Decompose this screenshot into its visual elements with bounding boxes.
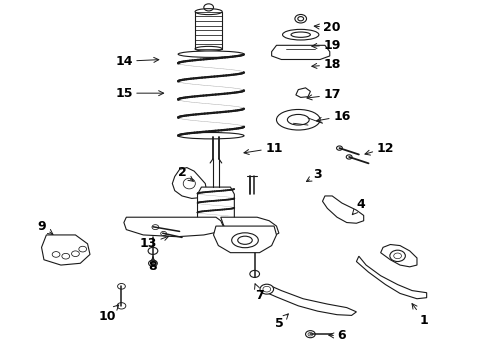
Circle shape bbox=[308, 332, 313, 336]
Text: 6: 6 bbox=[329, 329, 346, 342]
Circle shape bbox=[72, 251, 79, 257]
Text: 11: 11 bbox=[244, 141, 283, 154]
Ellipse shape bbox=[283, 30, 319, 40]
Text: 3: 3 bbox=[306, 168, 322, 181]
Text: 1: 1 bbox=[412, 303, 429, 327]
Circle shape bbox=[148, 260, 157, 266]
Ellipse shape bbox=[276, 109, 320, 130]
Circle shape bbox=[117, 303, 126, 309]
Text: 5: 5 bbox=[274, 314, 288, 330]
Polygon shape bbox=[172, 168, 206, 198]
Ellipse shape bbox=[288, 114, 309, 125]
Ellipse shape bbox=[291, 32, 310, 37]
Polygon shape bbox=[296, 88, 310, 98]
Ellipse shape bbox=[232, 233, 258, 248]
Circle shape bbox=[394, 253, 401, 259]
Text: 17: 17 bbox=[307, 89, 341, 102]
Polygon shape bbox=[265, 286, 356, 315]
Ellipse shape bbox=[178, 51, 244, 57]
Text: 15: 15 bbox=[115, 87, 164, 100]
Text: 14: 14 bbox=[115, 55, 159, 68]
Circle shape bbox=[148, 247, 158, 255]
Text: 16: 16 bbox=[317, 110, 350, 123]
Polygon shape bbox=[322, 196, 364, 223]
Polygon shape bbox=[124, 217, 223, 237]
Text: 20: 20 bbox=[314, 21, 341, 34]
Text: 8: 8 bbox=[148, 257, 157, 273]
Circle shape bbox=[52, 252, 60, 257]
Text: 13: 13 bbox=[140, 236, 169, 250]
Polygon shape bbox=[197, 187, 234, 224]
Polygon shape bbox=[271, 45, 330, 59]
Ellipse shape bbox=[183, 178, 196, 189]
Circle shape bbox=[390, 250, 405, 261]
Text: 19: 19 bbox=[312, 39, 341, 52]
Text: 10: 10 bbox=[98, 305, 119, 323]
Circle shape bbox=[346, 155, 352, 159]
Text: 18: 18 bbox=[312, 58, 341, 71]
Text: 7: 7 bbox=[255, 284, 264, 302]
Circle shape bbox=[306, 330, 315, 338]
Circle shape bbox=[260, 284, 273, 294]
Polygon shape bbox=[381, 244, 417, 267]
Circle shape bbox=[337, 146, 343, 150]
Ellipse shape bbox=[238, 236, 252, 244]
Circle shape bbox=[161, 231, 167, 236]
Circle shape bbox=[118, 283, 125, 289]
Text: 2: 2 bbox=[178, 166, 194, 181]
Polygon shape bbox=[214, 226, 276, 253]
Text: 12: 12 bbox=[365, 141, 394, 155]
Ellipse shape bbox=[178, 132, 244, 139]
Circle shape bbox=[250, 270, 260, 278]
Text: 9: 9 bbox=[37, 220, 53, 234]
Circle shape bbox=[62, 253, 70, 259]
Polygon shape bbox=[42, 235, 90, 265]
Polygon shape bbox=[221, 217, 279, 238]
Polygon shape bbox=[356, 256, 427, 299]
Text: 4: 4 bbox=[352, 198, 366, 215]
Circle shape bbox=[263, 286, 270, 292]
Circle shape bbox=[79, 246, 87, 252]
Circle shape bbox=[152, 225, 159, 230]
